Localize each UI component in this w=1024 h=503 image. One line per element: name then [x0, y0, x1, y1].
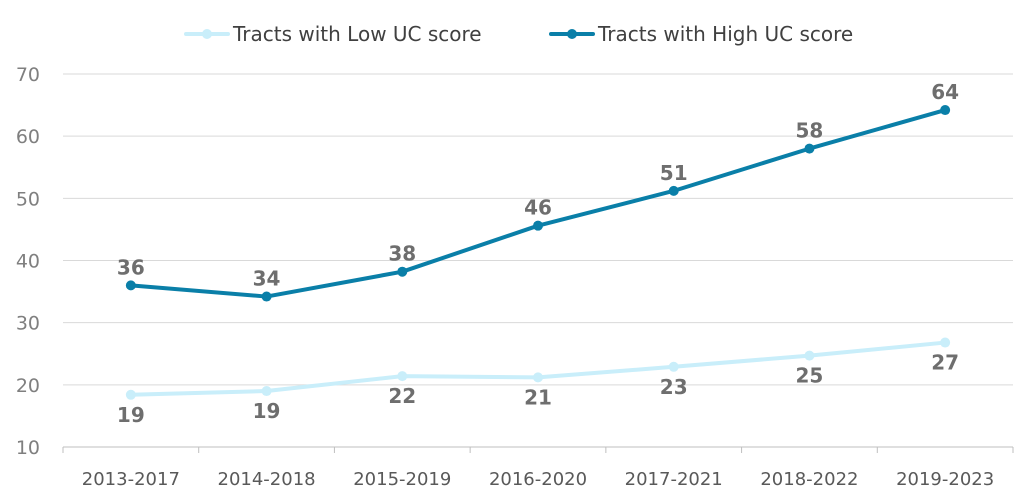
data-label: 19 [117, 403, 145, 427]
series-high-uc: 36 34 38 46 51 58 64 [117, 80, 959, 302]
x-tick-label: 2017-2021 [625, 469, 723, 490]
data-point [397, 371, 408, 382]
legend-marker [567, 29, 577, 39]
y-tick-label: 30 [16, 313, 40, 335]
data-point [804, 143, 815, 154]
data-point [533, 372, 543, 383]
data-point [533, 220, 543, 231]
x-tick-label: 2014-2018 [218, 469, 316, 490]
y-axis: 10 20 30 40 50 60 70 [16, 64, 40, 459]
series-group: 19 19 22 21 23 25 27 36 34 38 46 51 58 64 [117, 80, 959, 427]
legend-item: Tracts with High UC score [549, 22, 853, 46]
data-label: 38 [388, 242, 416, 266]
y-tick-label: 70 [16, 64, 40, 86]
series-low-uc: 19 19 22 21 23 25 27 [117, 337, 959, 427]
legend: Tracts with Low UC score Tracts with High… [184, 22, 853, 46]
data-label: 58 [796, 119, 824, 143]
data-label: 21 [524, 385, 552, 409]
data-point [261, 291, 272, 302]
data-point [125, 389, 136, 400]
data-label: 46 [524, 196, 552, 220]
x-tick-label: 2016-2020 [489, 469, 587, 490]
data-label: 34 [253, 267, 281, 291]
x-axis: 2013-2017 2014-2018 2015-2019 2016-2020 2017… [62, 446, 1014, 490]
data-label: 51 [660, 161, 688, 185]
data-label: 27 [931, 351, 959, 375]
data-point [261, 386, 272, 397]
data-label: 22 [388, 384, 416, 408]
x-tick-label: 2015-2019 [353, 469, 451, 490]
data-point [668, 361, 679, 372]
y-tick-label: 40 [16, 251, 40, 273]
data-point [940, 337, 951, 348]
y-tick-label: 10 [16, 437, 40, 459]
data-label: 23 [660, 375, 688, 399]
data-label: 64 [931, 80, 959, 104]
data-point [125, 280, 136, 291]
x-tick-label: 2013-2017 [82, 469, 180, 490]
legend-item: Tracts with Low UC score [184, 22, 482, 46]
gridlines [63, 73, 1013, 386]
legend-label: Tracts with Low UC score [232, 22, 482, 46]
legend-label: Tracts with High UC score [597, 22, 853, 46]
data-label: 36 [117, 255, 145, 279]
legend-marker [202, 29, 212, 39]
y-tick-label: 50 [16, 188, 40, 210]
x-tick-label: 2019-2023 [896, 469, 994, 490]
y-tick-label: 60 [16, 126, 40, 148]
data-point [668, 185, 679, 196]
data-label: 25 [796, 364, 824, 388]
x-tick-label: 2018-2022 [760, 469, 858, 490]
data-point [940, 105, 951, 116]
data-label: 19 [253, 399, 281, 423]
y-tick-label: 20 [16, 375, 40, 397]
data-point [804, 350, 815, 361]
data-point [397, 266, 408, 277]
